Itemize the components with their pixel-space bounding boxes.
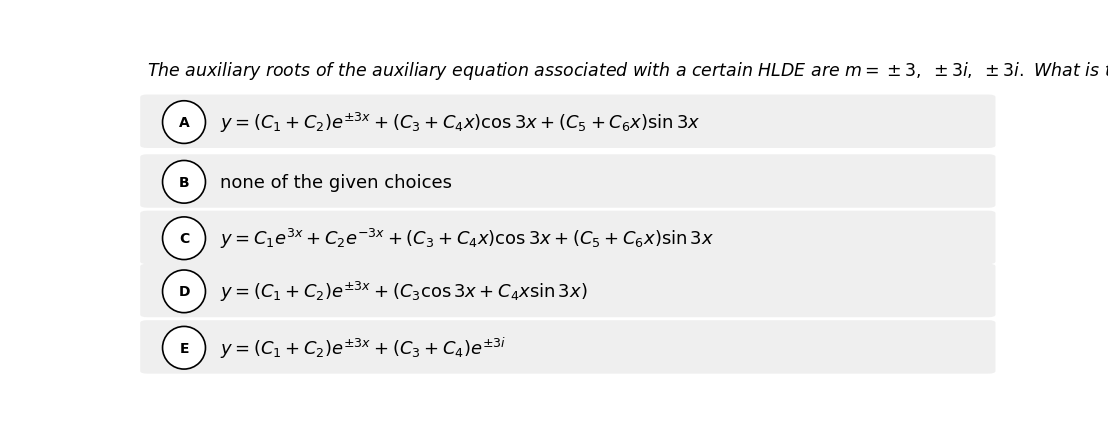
Text: D: D [178, 285, 189, 298]
FancyBboxPatch shape [141, 264, 995, 317]
Ellipse shape [163, 101, 205, 144]
Text: E: E [179, 341, 188, 355]
Text: $y=(C_1+C_2)e^{\pm 3x}+(C_3\cos 3x+C_4x\sin 3x)$: $y=(C_1+C_2)e^{\pm 3x}+(C_3\cos 3x+C_4x\… [220, 280, 587, 304]
Text: C: C [178, 232, 189, 246]
Text: $y=(C_1+C_2)e^{\pm 3x}+(C_3+C_4x)\cos 3x+(C_5+C_6x)\sin 3x$: $y=(C_1+C_2)e^{\pm 3x}+(C_3+C_4x)\cos 3x… [220, 111, 700, 135]
Text: A: A [178, 116, 189, 130]
Ellipse shape [163, 270, 205, 313]
Ellipse shape [163, 161, 205, 204]
Ellipse shape [163, 327, 205, 369]
FancyBboxPatch shape [141, 155, 995, 208]
Text: $y=C_1e^{3x}+C_2e^{-3x}+(C_3+C_4x)\cos 3x+(C_5+C_6x)\sin 3x$: $y=C_1e^{3x}+C_2e^{-3x}+(C_3+C_4x)\cos 3… [220, 227, 715, 251]
Ellipse shape [163, 218, 205, 260]
FancyBboxPatch shape [141, 211, 995, 264]
FancyBboxPatch shape [141, 320, 995, 374]
Text: B: B [178, 175, 189, 189]
Text: none of the given choices: none of the given choices [220, 173, 452, 191]
Text: $\mathit{The\ auxiliary\ roots\ of\ the\ auxiliary\ equation\ associated\ with\ : $\mathit{The\ auxiliary\ roots\ of\ the\… [147, 60, 1108, 82]
FancyBboxPatch shape [141, 95, 995, 149]
Text: $y=(C_1+C_2)e^{\pm 3x}+(C_3+C_4)e^{\pm 3i}$: $y=(C_1+C_2)e^{\pm 3x}+(C_3+C_4)e^{\pm 3… [220, 335, 506, 360]
